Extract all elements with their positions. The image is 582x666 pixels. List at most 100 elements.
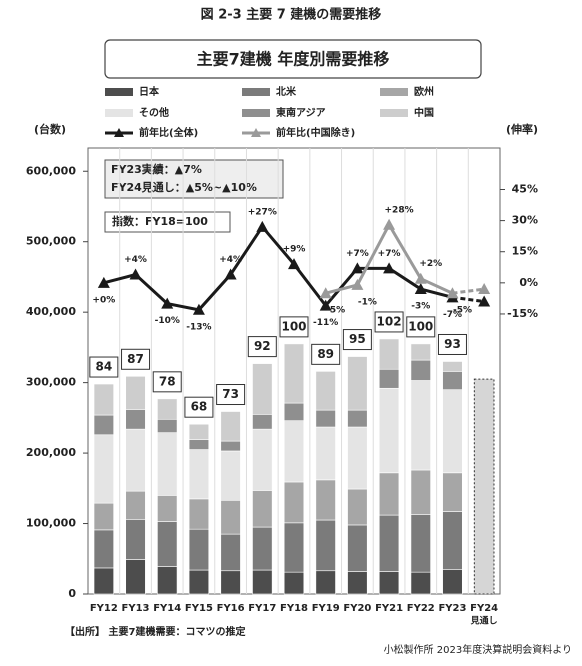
- data-label: +4%: [124, 255, 147, 265]
- bar-segment: [378, 368, 400, 389]
- bar-segment: [93, 502, 114, 531]
- index-label-box: [279, 316, 309, 338]
- line-marker: [224, 268, 237, 280]
- bar-segment: [125, 490, 146, 520]
- index-label: 100: [408, 319, 433, 333]
- x-tick-label: FY17: [248, 603, 276, 614]
- legend-swatch: [380, 88, 408, 96]
- index-label-box: [342, 329, 372, 351]
- bar-segment: [315, 426, 336, 481]
- y2-tick-label: 45%: [512, 182, 538, 195]
- legend-marker: [251, 128, 261, 137]
- data-label: -1%: [358, 297, 377, 307]
- legend-label: 前年比(中国除き): [276, 126, 355, 139]
- forecast-line: [452, 287, 485, 295]
- credit: 小松製作所 2023年度決算説明会資料より: [384, 643, 572, 656]
- x-tick-label: FY19: [312, 603, 340, 614]
- index-label: 84: [95, 360, 112, 374]
- line-marker: [256, 220, 269, 232]
- bar-segment: [283, 571, 305, 595]
- bar-segment: [252, 428, 273, 491]
- line-marker: [319, 287, 332, 299]
- x-tick-label: FY13: [122, 603, 150, 614]
- line-marker: [192, 303, 205, 315]
- index-label: 92: [254, 339, 271, 353]
- bar-segment: [315, 409, 336, 428]
- bar-segment: [220, 570, 241, 595]
- bar-segment: [157, 495, 178, 522]
- bar-segment: [188, 439, 210, 450]
- line-marker: [288, 258, 300, 270]
- bar-segment: [378, 338, 400, 370]
- x-tick-label: FY23: [438, 603, 466, 614]
- index-note: 指数：FY18=100: [112, 214, 208, 228]
- data-label: +4%: [219, 255, 242, 265]
- bar-segment: [93, 434, 114, 504]
- bar-segment: [315, 519, 336, 572]
- legend-label: 日本: [139, 85, 160, 98]
- bar-segment: [347, 488, 368, 526]
- source: 【出所】 主要7建機需要：コマツの推定: [65, 625, 245, 638]
- y-tick-label: 600,000: [26, 164, 76, 177]
- legend-swatch: [380, 109, 408, 117]
- y-tick-label: 400,000: [26, 305, 76, 318]
- line-marker: [161, 297, 174, 309]
- y-tick-label: 0: [68, 587, 76, 600]
- data-label: -5%: [326, 306, 345, 316]
- line-marker: [446, 287, 459, 299]
- index-label-box: [216, 384, 246, 406]
- legend-label: 中国: [414, 106, 434, 119]
- bar-segment: [93, 414, 114, 436]
- bar-segment: [410, 343, 431, 361]
- legend-swatch: [105, 109, 133, 117]
- y2-tick-label: 30%: [512, 214, 538, 227]
- bar-segment: [410, 380, 431, 471]
- data-label: +0%: [92, 295, 115, 305]
- x-tick-label: FY24: [470, 603, 498, 614]
- line-marker: [478, 295, 491, 307]
- line-marker: [414, 283, 427, 295]
- bar-segment: [410, 359, 431, 381]
- bar-segment: [347, 571, 368, 595]
- index-label-box: [89, 356, 119, 378]
- data-label: +28%: [385, 205, 414, 215]
- bar-segment: [252, 490, 273, 528]
- bar-segment: [347, 409, 368, 428]
- y-tick-label: 500,000: [26, 235, 76, 248]
- index-label-box: [406, 316, 436, 338]
- y2-tick-label: 15%: [512, 245, 538, 258]
- bar-segment: [442, 511, 463, 570]
- y-tick-label: 100,000: [26, 517, 76, 530]
- data-label: +7%: [378, 249, 401, 259]
- data-label: +7%: [346, 249, 369, 259]
- line-marker: [383, 262, 396, 274]
- bar-segment: [315, 570, 336, 595]
- bar-segment: [410, 514, 431, 573]
- index-label: 68: [191, 400, 208, 414]
- bar-segment: [410, 469, 431, 515]
- bar-segment: [283, 402, 305, 421]
- line-marker: [97, 276, 110, 288]
- line: [103, 224, 453, 312]
- bar-segment: [125, 409, 146, 430]
- data-label: -13%: [186, 322, 211, 332]
- legend-label: 前年比(全体): [139, 126, 198, 139]
- bar-segment: [188, 423, 210, 440]
- x-tick-label: FY12: [90, 603, 118, 614]
- x-tick-label: FY18: [280, 603, 308, 614]
- line-marker: [414, 272, 427, 284]
- data-label: +27%: [248, 207, 277, 217]
- bar-segment: [283, 522, 305, 573]
- index-label: 89: [317, 347, 334, 361]
- y2-axis-label: (伸率): [506, 122, 538, 136]
- bar-segment: [188, 528, 210, 571]
- legend-swatch: [242, 109, 270, 117]
- bar-segment: [347, 356, 368, 411]
- line-marker: [351, 278, 364, 290]
- forecast-bar: [473, 378, 495, 595]
- bar-segment: [252, 363, 273, 415]
- bar-segment: [283, 343, 305, 404]
- line-marker: [383, 218, 396, 230]
- legend-label: 北米: [276, 85, 297, 98]
